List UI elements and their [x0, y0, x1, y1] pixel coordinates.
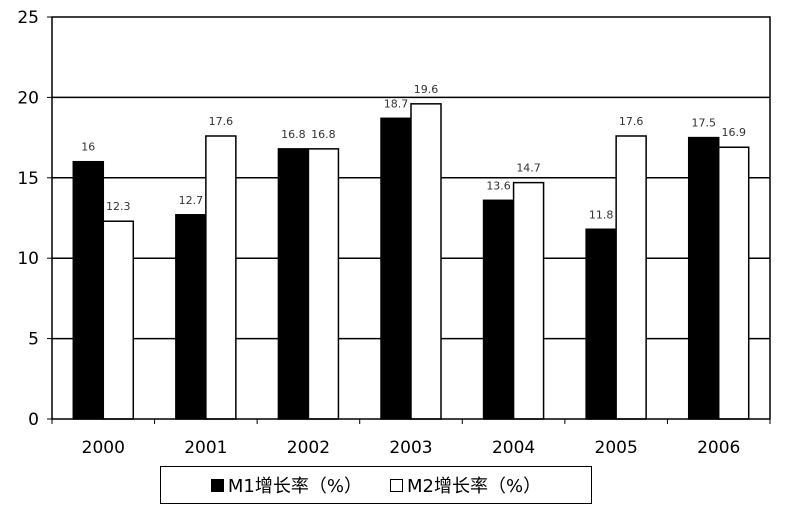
bar-m2-2006: [717, 146, 750, 420]
data-label-m1-2001: 12.7: [179, 194, 204, 207]
data-label-m1-2006: 17.5: [691, 117, 716, 130]
data-label-m2-2005: 17.6: [619, 115, 644, 128]
data-label-m2-2006: 16.9: [721, 126, 746, 139]
legend-item-m1: M1增长率（%）: [210, 472, 362, 498]
x-axis-ticks: 2000 2001 2002 2003 2004 2005 2006: [51, 419, 771, 458]
value-labels: 16 12.3 12.7 17.6 16.8 16.8 18.7 19.6 13.6 14.7 11…: [81, 83, 746, 221]
data-label-m2-2004: 14.7: [516, 162, 541, 175]
data-label-m2-2001: 17.6: [209, 115, 234, 128]
x-tick-label: 2006: [697, 438, 740, 458]
x-tick-label: 2005: [595, 438, 638, 458]
bar-m1-2005: [585, 228, 617, 420]
plot-frame: [51, 16, 771, 420]
bar-m1-2002: [277, 148, 310, 420]
bar-m2-2000: [102, 220, 135, 420]
data-label-m1-2002: 16.8: [281, 128, 306, 141]
x-tick-label: 2002: [287, 438, 330, 458]
x-tick-label: 2004: [492, 438, 535, 458]
x-tick-label: 2001: [184, 438, 227, 458]
bar-m1-2003: [380, 117, 412, 420]
legend-swatch-m2: [390, 478, 403, 492]
y-tick-label: 25: [17, 8, 39, 28]
legend-label-m2: M2增长率（%）: [407, 476, 542, 497]
data-label-m1-2003: 18.7: [384, 97, 409, 110]
y-tick-label: 0: [28, 410, 39, 430]
legend-label-m1: M1增长率（%）: [227, 476, 362, 497]
bars: [72, 103, 750, 420]
bar-m1-2001: [175, 214, 207, 420]
data-label-m1-2005: 11.8: [589, 208, 614, 221]
bar-m2-2001: [205, 135, 237, 420]
y-tick-label: 10: [17, 249, 39, 269]
data-label-m2-2000: 12.3: [106, 200, 131, 213]
bar-m2-2004: [512, 181, 545, 420]
bar-m1-2000: [72, 160, 105, 420]
bar-m2-2005: [615, 135, 647, 420]
data-label-m1-2004: 13.6: [486, 179, 511, 192]
data-label-m2-2003: 19.6: [414, 83, 439, 96]
y-tick-label: 15: [17, 169, 39, 189]
bar-m1-2006: [687, 136, 720, 420]
y-tick-label: 20: [17, 88, 39, 108]
legend-item-m2: M2增长率（%）: [390, 472, 541, 498]
bar-m2-2002: [307, 148, 340, 420]
x-tick-label: 2000: [82, 438, 125, 458]
y-axis-ticks: 0 5 10 15 20 25: [17, 8, 52, 430]
bar-m1-2004: [482, 199, 515, 420]
x-tick-label: 2003: [389, 438, 432, 458]
legend: M1增长率（%） M2增长率（%）: [160, 466, 592, 504]
y-tick-label: 5: [28, 330, 39, 350]
bar-m2-2003: [410, 103, 442, 420]
data-label-m2-2002: 16.8: [311, 128, 336, 141]
legend-swatch-m1: [210, 478, 224, 492]
data-label-m1-2000: 16: [81, 141, 95, 154]
